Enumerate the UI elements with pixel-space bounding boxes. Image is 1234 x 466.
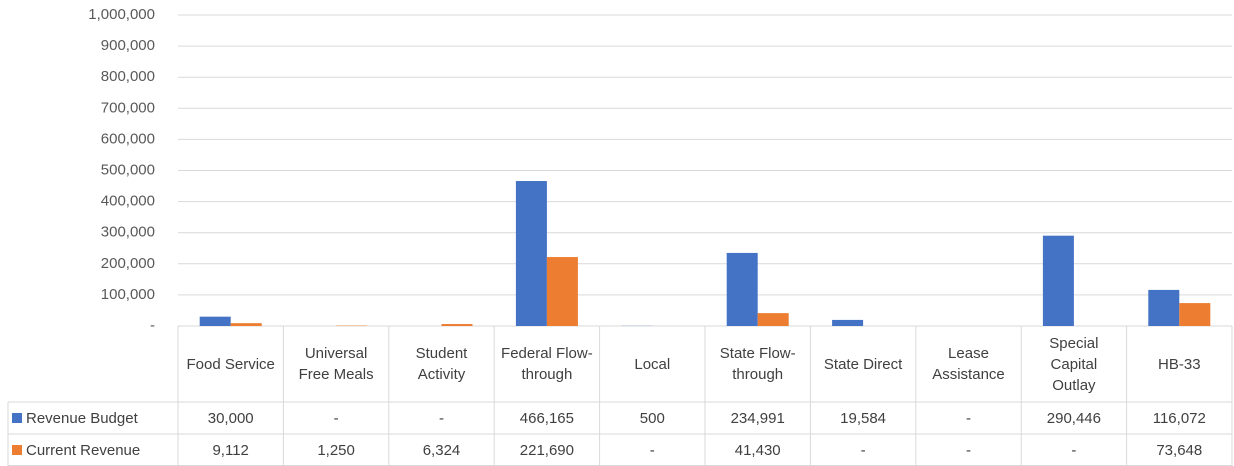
bar [441,324,473,326]
category-label: Lease Assistance [932,345,1005,383]
data-label: 9,112 [212,441,249,459]
legend-label: Current Revenue [26,441,141,459]
bar [199,316,231,326]
category-label: Federal Flow-through [501,345,593,383]
data-label: 73,648 [1156,441,1203,459]
bar [757,313,789,326]
bar [1042,235,1074,326]
data-label: 500 [639,409,665,427]
y-tick-label: 400,000 [101,193,155,210]
data-label: - [1071,441,1077,459]
bar [1148,289,1180,326]
y-tick-label: 500,000 [101,161,155,178]
y-tick-label: 1,000,000 [88,6,155,23]
bar [832,319,864,326]
data-label: 19,584 [840,409,887,427]
bar [515,181,547,326]
bar [726,252,758,326]
data-label: 41,430 [734,441,781,459]
y-tick-label: 600,000 [101,130,155,147]
data-label: 1,250 [317,441,355,459]
y-tick-label: 100,000 [101,286,155,303]
data-label: 234,991 [730,409,785,427]
legend-entry: Current Revenue [8,434,178,466]
bar [1179,303,1211,326]
category-label: Universal Free Meals [298,345,374,383]
data-label: 116,072 [1152,409,1206,427]
category-label: Student Activity [415,345,468,383]
y-tick-label: 900,000 [101,37,155,54]
data-label: - [860,441,866,459]
category-label: State Direct [823,355,903,373]
category-label: Food Service [186,355,275,373]
legend-entry: Revenue Budget [8,402,178,434]
legend-swatch [12,413,22,423]
category-label: State Flow-through [719,345,796,383]
data-label: 6,324 [422,441,461,459]
data-label: - [438,409,444,427]
y-tick-label: 200,000 [101,255,155,272]
y-tick-label: 300,000 [101,224,155,241]
y-tick-label: - [150,317,155,334]
legend-label: Revenue Budget [26,409,138,427]
data-label: 30,000 [207,409,254,427]
category-label: Local [634,355,671,373]
data-label: 221,690 [519,441,574,459]
y-tick-label: 800,000 [101,68,155,85]
data-label: 466,165 [519,409,574,427]
data-label: - [333,409,339,427]
data-label: - [965,409,971,427]
data-label: - [649,441,655,459]
bar [230,323,262,326]
data-label: - [965,441,971,459]
category-label: Special Capital Outlay [1049,334,1099,394]
y-tick-label: 700,000 [101,99,155,116]
bar [546,257,578,326]
legend-swatch [12,445,22,455]
category-label: HB-33 [1158,355,1201,373]
data-label: 290,446 [1046,409,1101,427]
